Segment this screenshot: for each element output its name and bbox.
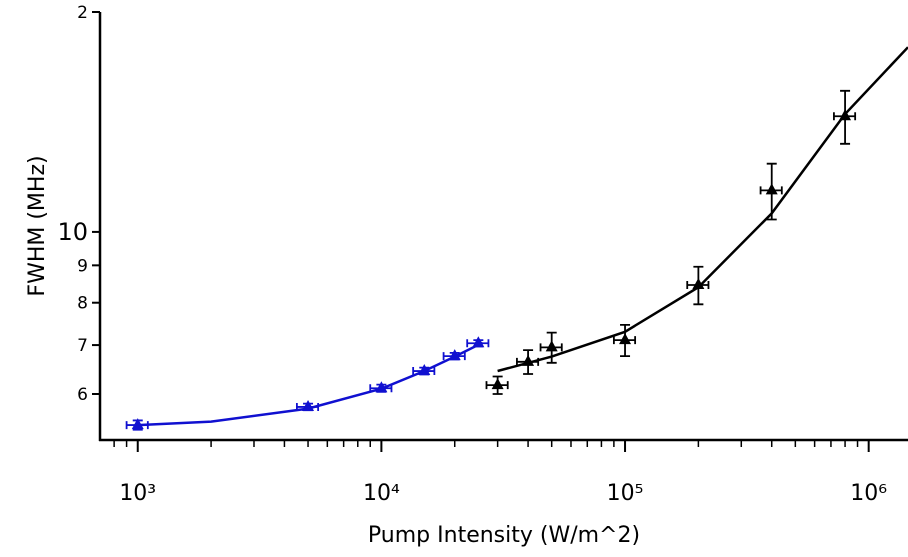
point [302,399,315,411]
x-tick-label: 10⁵ [607,481,644,506]
point [131,418,144,430]
point [491,378,504,390]
point [692,277,705,289]
point [375,381,388,393]
fit-line [137,341,484,427]
y-tick-label: 10 [57,218,88,246]
fit-line [497,46,908,373]
y-tick-label: 7 [77,336,88,356]
point [448,349,461,361]
x-tick-label: 10³ [119,481,156,506]
y-tick-label: 8 [77,294,88,314]
point [522,354,535,366]
point [765,183,778,195]
y-axis-label: FWHM (MHz) [25,155,50,296]
y-tick-label: 2 [77,3,88,23]
point [619,333,632,345]
point [545,340,558,352]
x-tick-label: 10⁶ [850,481,887,506]
y-tick-label: 9 [77,256,88,276]
point [839,109,852,121]
point [472,336,485,348]
x-tick-label: 10⁴ [363,481,400,506]
y-tick-label: 6 [77,385,88,405]
point [418,364,431,376]
x-axis-label: Pump Intensity (W/m^2) [368,523,640,548]
